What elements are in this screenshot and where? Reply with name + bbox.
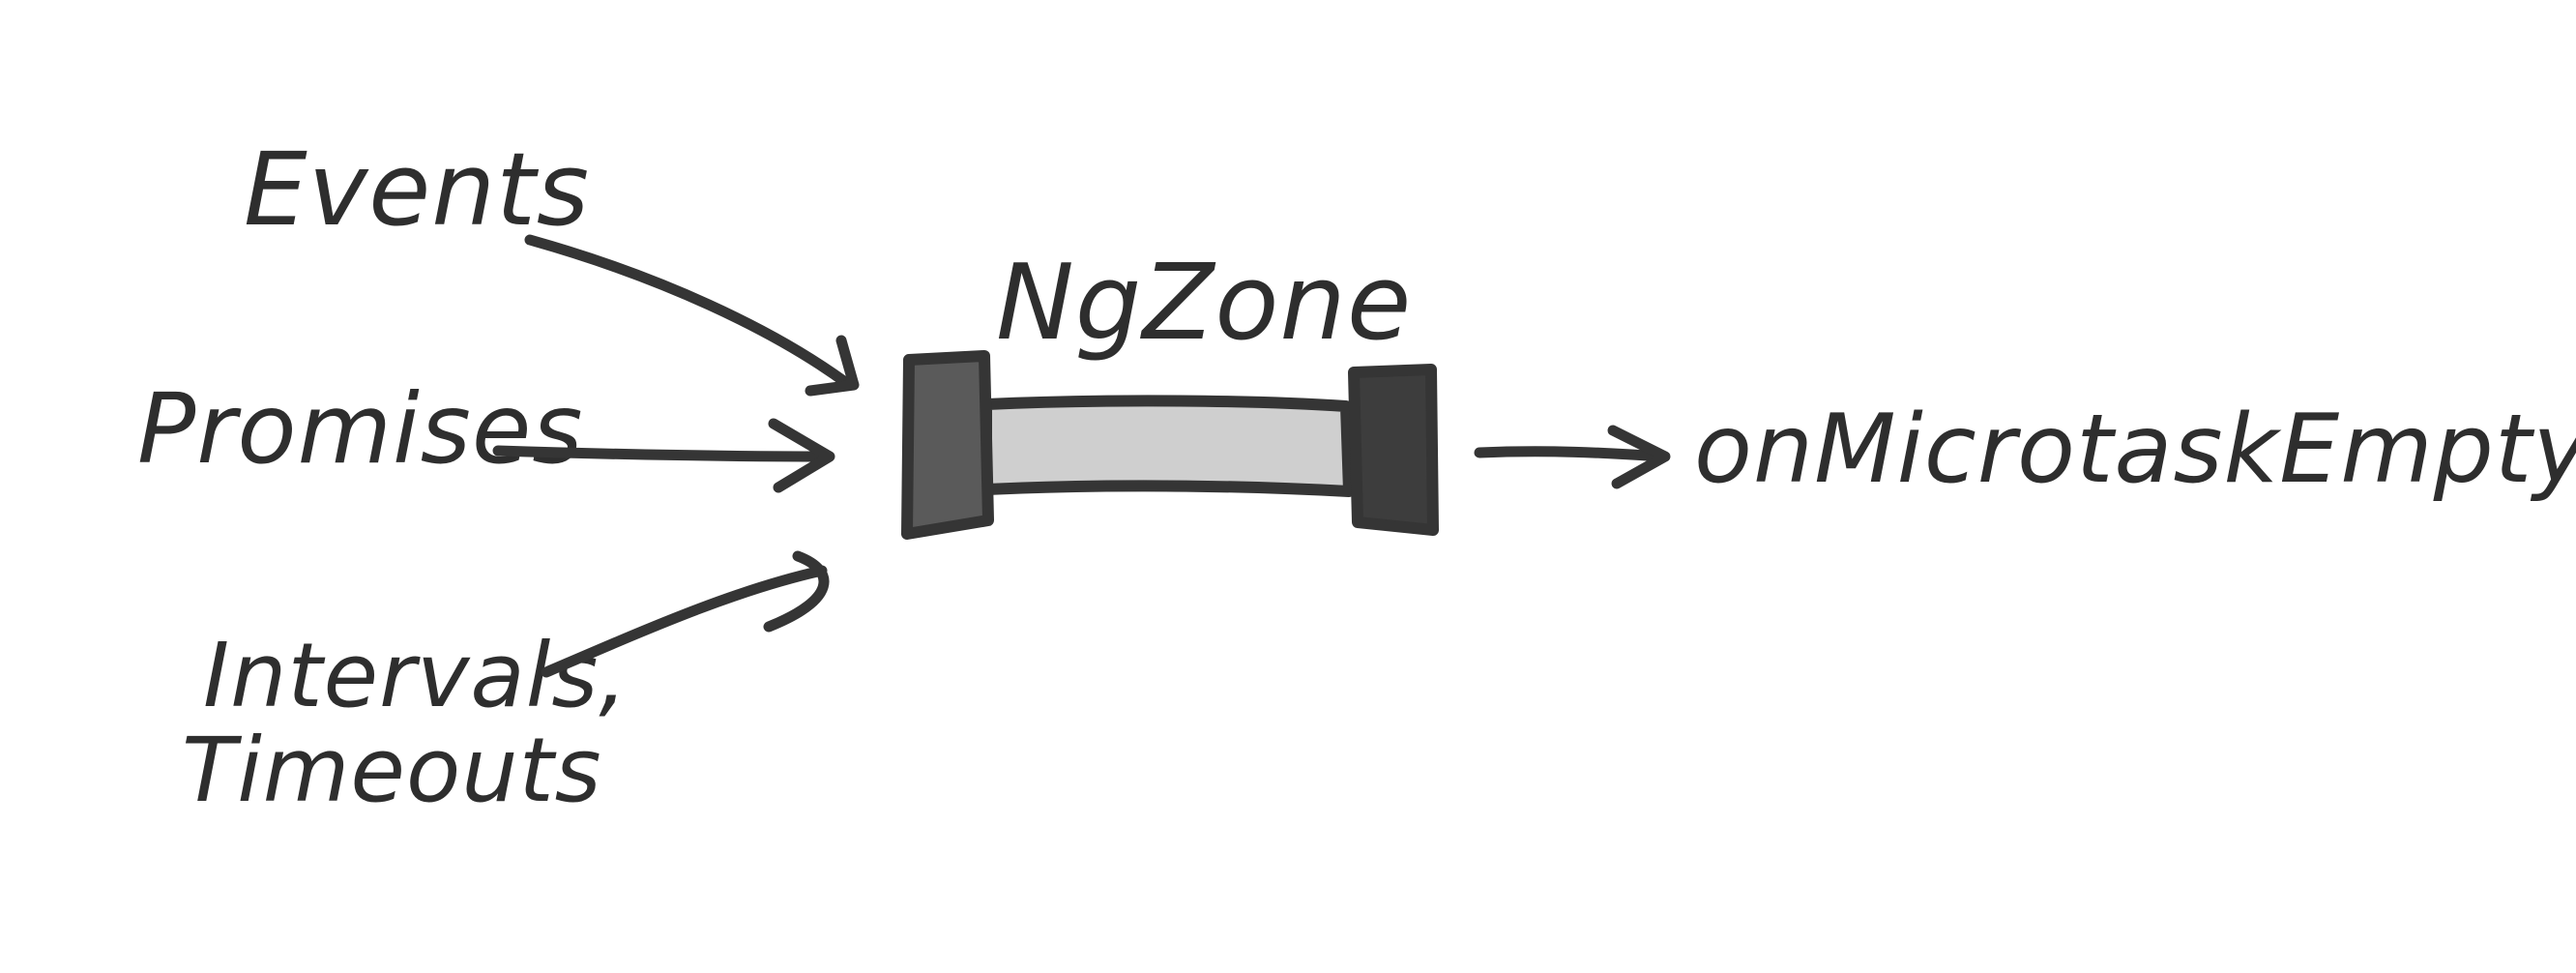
arrow-output [1474,425,1671,489]
label-promises: Promises [137,372,584,486]
arrow-promises [492,418,835,493]
right-cap [1348,364,1439,536]
arrow-events [524,234,860,397]
zone-label: NgZone [996,243,1412,364]
label-events: Events [244,131,590,249]
pipe-body [981,395,1355,497]
left-cap [901,350,994,540]
arrow-intervals [541,550,830,678]
ngzone-pipe [901,350,1439,540]
output-label: onMicrotaskEmpty [1694,395,2576,505]
label-timeouts: Timeouts [182,719,602,822]
label-intervals: Intervals, [203,624,629,727]
